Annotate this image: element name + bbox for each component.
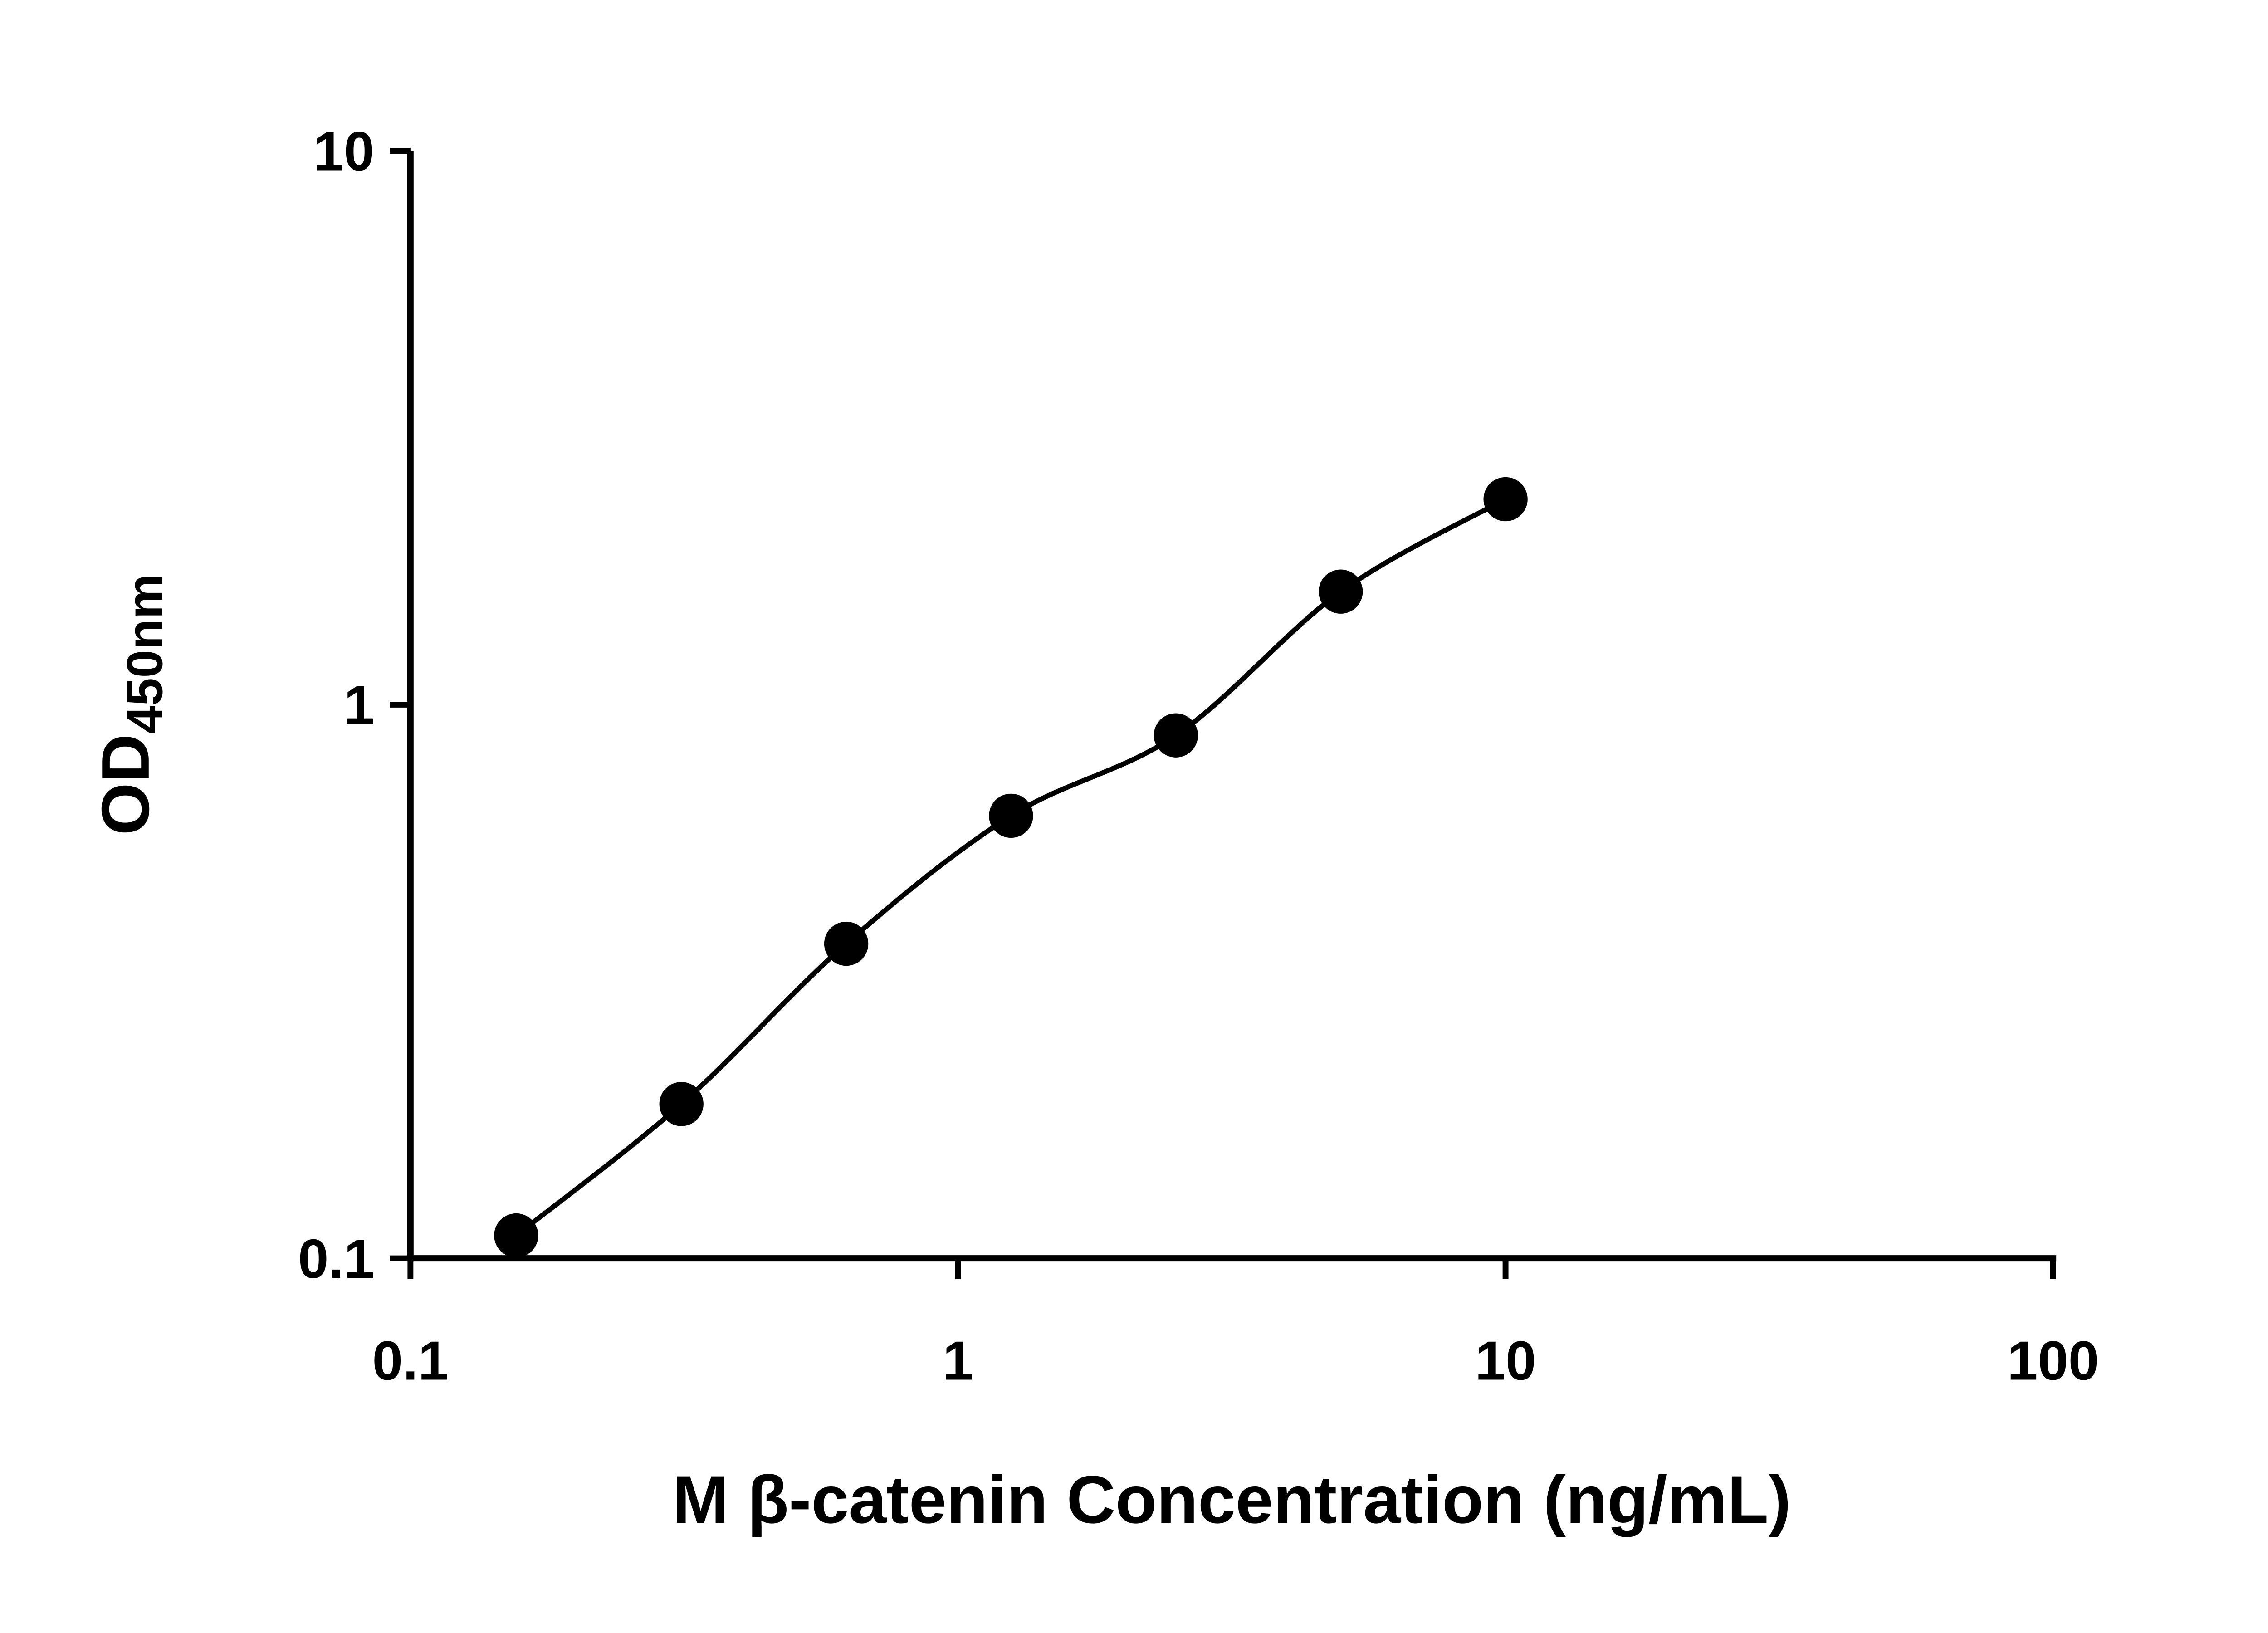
x-tick-label: 1 [943, 1330, 973, 1391]
data-point [1483, 477, 1528, 522]
y-tick-label: 1 [344, 674, 374, 736]
y-tick-label: 10 [313, 120, 375, 182]
curve-layer [513, 497, 1508, 1238]
y-axis-title-main: OD [88, 734, 163, 835]
x-tick-label: 10 [1475, 1330, 1536, 1391]
data-point [1319, 569, 1363, 614]
y-axis-title: OD450nm [88, 574, 173, 835]
data-point [659, 1082, 704, 1126]
x-tick-label: 100 [2007, 1330, 2099, 1391]
data-point [989, 793, 1033, 838]
data-point [824, 921, 869, 966]
x-axis-title: M β-catenin Concentration (ng/mL) [673, 1462, 1791, 1537]
trend-line [513, 497, 1508, 1238]
points-layer [494, 477, 1528, 1258]
plot-area [407, 151, 2057, 1262]
x-tick-label: 0.1 [372, 1330, 449, 1391]
data-point [494, 1213, 538, 1258]
data-point [1154, 713, 1198, 758]
y-axis-title-subscript: 450nm [117, 574, 173, 733]
y-tick-label: 0.1 [298, 1228, 374, 1290]
axis-ticks: 0.1 1 10 100 0.1 1 10 [298, 120, 2099, 1391]
